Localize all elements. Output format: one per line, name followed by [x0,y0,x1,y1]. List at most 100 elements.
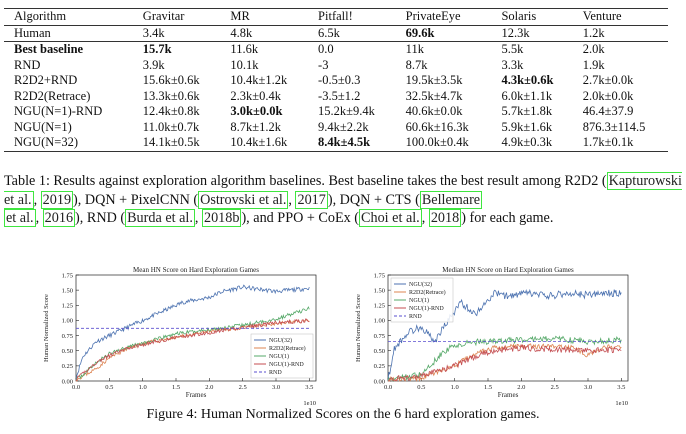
caption-text: ) for each game. [461,210,554,226]
table-cell: 10.4k±1.2k [230,73,288,87]
table-cell: 10.4k±1.6k [230,135,288,149]
table-row-label: NGU(N=1)-RND [14,104,103,118]
table-row-label: R2D2(Retrace) [14,88,91,103]
y-tick-label: 0.00 [62,378,73,385]
y-axis-label: Human Normalized Score [43,294,50,362]
table-cell: 4.8k [230,25,253,40]
results-table: Algorithm Gravitar MR Pitfall! PrivateEy… [4,8,668,152]
x-tick-label: 2.0 [517,384,525,391]
y-tick-label: 1.00 [62,318,73,325]
table-cell: 3.4k [142,25,165,40]
table-cell: 5.5k [501,42,524,56]
table-cell: 15.6k±0.6k [142,73,200,87]
table-row-label: RND [14,57,41,72]
citation-year-link[interactable]: 2017 [295,190,328,209]
table-row-label: Human [14,25,51,40]
x-tick-label: 1.0 [451,384,459,391]
legend-label: NGU(1)-RND [269,361,304,368]
x-tick-label: 0.0 [384,384,392,391]
citation-year-link[interactable]: 2016 [42,209,76,227]
x-tick-label: 2.0 [205,384,213,391]
series-line [387,288,622,382]
caption-sep: , [288,191,296,208]
citation-link[interactable]: Bellemare [419,190,483,209]
citation-link[interactable]: Choi et al. [359,209,422,227]
table-cell: 9.4k±2.2k [318,119,369,134]
series-line [388,343,622,382]
table-cell: 15.2k±9.4k [318,104,375,118]
citation-year-link[interactable]: 2019 [40,190,74,209]
x-tick-label: 3.5 [617,384,625,391]
table-cell: 5.9k±1.6k [501,119,553,134]
mean-hn-score-chart: Mean HN Score on Hard Exploration Games 0… [43,266,317,406]
x-tick-label: 0.5 [105,384,113,391]
y-tick-label: 1.75 [374,272,385,279]
x-tick-label: 3.0 [272,384,280,391]
table-cell: 13.3k±0.6k [142,88,200,103]
table-cell: 5.7k±1.8k [501,104,553,118]
table-row-label: NGU(N=32) [14,135,78,149]
table-cell: 4.9k±0.3k [501,135,553,149]
table-cell: 12.4k±0.8k [142,104,200,118]
header-mr: MR [230,9,250,23]
table-cell: 4.3k±0.6k [501,73,554,87]
table-cell: 3.9k [142,57,165,72]
table-cell: 2.0k [582,42,605,56]
legend-label: RND [269,370,282,376]
table-cell: 10.1k [230,57,259,72]
legend-label: R2D2(Retrace) [269,345,306,352]
table-row: NGU(N=32) 14.1k±0.5k 10.4k±1.6k 8.4k±4.5k 10… [4,135,668,151]
citation-link[interactable]: Kapturowski et al. [4,172,682,209]
table-cell: 1.2k [582,25,605,40]
median-hn-score-chart: Median HN Score on Hard Exploration Game… [355,266,629,406]
x-tick-label: 3.5 [305,384,313,391]
figure-caption: Figure 4: Human Normalized Scores on the… [146,407,540,422]
x-tick-label: 3.0 [584,384,592,391]
x-tick-label: 0.0 [72,384,80,391]
table-cell: 15.7k [142,42,172,56]
table-cell: 8.4k±4.5k [318,135,371,149]
caption-text: Table 1: Results against exploration alg… [4,173,607,189]
x-tick-label: 1.5 [172,384,180,391]
table-cell: 11.6k [230,42,259,56]
citation-link[interactable]: Burda et al. [125,209,195,227]
table-cell: 8.7k [405,57,428,72]
caption-text: ), DQN + CTS ( [327,191,420,208]
x-multiplier-label: 1e10 [615,400,628,406]
table-row-label: R2D2+RND [14,73,78,87]
table-row: NGU(N=1) 11.0k±0.7k 8.7k±1.2k 9.4k±2.2k 60.6… [4,120,668,136]
citation-year-link[interactable]: 2018 [428,209,462,227]
y-axis-label: Human Normalized Score [355,294,362,362]
header-privateeye: PrivateEye [405,9,461,23]
legend-label: R2D2(Retrace) [409,289,446,296]
caption-text: ), and PPO + CoEx ( [241,210,360,226]
citation-link[interactable]: et al. [4,209,36,227]
table-cell: 3.0k±0.0k [230,104,283,118]
legend-label: NGU(32) [409,281,432,288]
series-line [75,284,310,381]
table-caption: Table 1: Results against exploration alg… [4,172,684,228]
y-tick-label: 0.75 [374,333,385,340]
table-row: R2D2+RND 15.6k±0.6k 10.4k±1.2k -0.5±0.3 19.5… [4,73,668,89]
caption-sep: , [194,210,202,226]
y-tick-label: 0.25 [62,363,73,370]
table-cell: 2.3k±0.4k [230,88,282,103]
series-line [75,318,310,382]
table-row: R2D2(Retrace) 13.3k±0.6k 2.3k±0.4k -3.5±1.2… [4,89,668,105]
x-tick-label: 0.5 [417,384,425,391]
table-cell: 0.0 [318,42,334,56]
y-tick-label: 0.75 [62,333,73,340]
table-cell: 32.5k±4.7k [405,88,463,103]
y-tick-label: 0.25 [374,363,385,370]
table-cell: 46.4±37.9 [582,104,634,118]
table-cell: 876.3±114.5 [582,119,646,134]
legend-label: NGU(1)-RND [409,305,444,312]
citation-link[interactable]: Ostrovski et al. [198,190,289,209]
table-cell: 14.1k±0.5k [142,135,200,149]
citation-year-link[interactable]: 2018b [201,209,242,227]
caption-sep: , [35,210,43,226]
table-cell: 100.0k±0.4k [405,135,469,149]
x-tick-label: 1.0 [139,384,147,391]
series-line [387,343,622,382]
table-cell: 2.0k±0.0k [582,88,634,103]
